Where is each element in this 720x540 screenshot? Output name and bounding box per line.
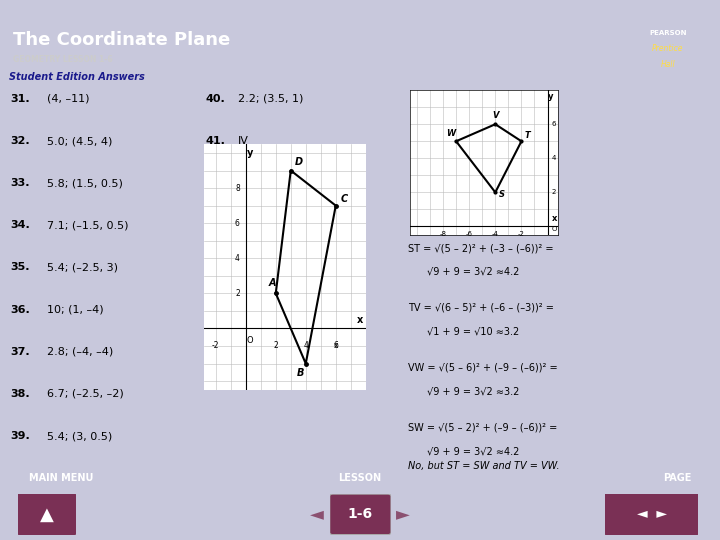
Text: TV = √(6 – 5)² + (–6 – (–3))² =: TV = √(6 – 5)² + (–6 – (–3))² = xyxy=(408,303,554,313)
Text: 5.8; (1.5, 0.5): 5.8; (1.5, 0.5) xyxy=(47,178,122,188)
Text: V: V xyxy=(492,111,499,120)
Text: √1 + 9 = √10 ≈3.2: √1 + 9 = √10 ≈3.2 xyxy=(427,326,519,336)
Text: (4, –11): (4, –11) xyxy=(47,94,89,104)
Text: Hall: Hall xyxy=(660,60,675,69)
Text: 32.: 32. xyxy=(11,136,30,146)
Text: O: O xyxy=(552,226,557,233)
Text: √9 + 9 = 3√2 ≈4.2: √9 + 9 = 3√2 ≈4.2 xyxy=(427,267,519,276)
Text: ▲: ▲ xyxy=(40,505,54,523)
Text: 34.: 34. xyxy=(11,220,30,231)
Text: VW = √(5 – 6)² + (–9 – (–6))² =: VW = √(5 – 6)² + (–9 – (–6))² = xyxy=(408,363,558,373)
Text: 41.: 41. xyxy=(205,136,225,146)
Text: 43.: 43. xyxy=(428,94,448,104)
Text: 33.: 33. xyxy=(11,178,30,188)
Text: -6: -6 xyxy=(466,232,472,238)
Text: 5.0; (4.5, 4): 5.0; (4.5, 4) xyxy=(47,136,112,146)
Text: T: T xyxy=(525,131,531,140)
Text: 31.: 31. xyxy=(11,94,30,104)
Text: C: C xyxy=(341,194,347,204)
Text: PAGE: PAGE xyxy=(663,474,691,483)
Text: ST = √(5 – 2)² + (–3 – (–6))² =: ST = √(5 – 2)² + (–3 – (–6))² = xyxy=(408,243,554,253)
Text: 5.4; (–2.5, 3): 5.4; (–2.5, 3) xyxy=(47,262,118,273)
Text: x: x xyxy=(333,341,338,350)
Text: 38.: 38. xyxy=(11,389,30,399)
Text: No, but ST = SW and TV = VW.: No, but ST = SW and TV = VW. xyxy=(408,462,559,471)
Text: PEARSON: PEARSON xyxy=(649,30,687,36)
Text: -4: -4 xyxy=(492,232,499,238)
Text: 35.: 35. xyxy=(11,262,30,273)
Text: 2: 2 xyxy=(235,289,240,298)
Text: 40.: 40. xyxy=(205,94,225,104)
Text: 6: 6 xyxy=(552,122,556,127)
Text: Student Edition Answers: Student Edition Answers xyxy=(9,72,145,82)
Text: x: x xyxy=(356,315,363,325)
Text: O: O xyxy=(247,336,253,345)
Text: √9 + 9 = 3√2 ≈3.2: √9 + 9 = 3√2 ≈3.2 xyxy=(427,386,519,396)
Text: B: B xyxy=(297,368,304,378)
Text: ►: ► xyxy=(396,505,410,524)
Text: 4: 4 xyxy=(235,254,240,263)
Text: 6: 6 xyxy=(333,341,338,350)
Text: -2: -2 xyxy=(518,232,525,238)
Text: ◄: ◄ xyxy=(310,505,324,524)
Text: GEOMETRY LESSON 1-6: GEOMETRY LESSON 1-6 xyxy=(13,55,112,64)
Text: S: S xyxy=(498,191,505,199)
Text: 42.: 42. xyxy=(205,179,225,189)
Text: MAIN MENU: MAIN MENU xyxy=(29,474,93,483)
Text: 2: 2 xyxy=(274,341,278,350)
Text: √9 + 9 = 3√2 ≈4.2: √9 + 9 = 3√2 ≈4.2 xyxy=(427,446,519,456)
Text: 4: 4 xyxy=(303,341,308,350)
Text: 2.8; (–4, –4): 2.8; (–4, –4) xyxy=(47,347,113,357)
Text: 5.4; (3, 0.5): 5.4; (3, 0.5) xyxy=(47,431,112,441)
FancyBboxPatch shape xyxy=(602,493,701,536)
Text: 10; (1, –4): 10; (1, –4) xyxy=(47,305,104,315)
Text: IV: IV xyxy=(238,136,248,146)
Text: 8: 8 xyxy=(235,184,240,193)
Text: x: x xyxy=(552,214,557,223)
Text: The midpts. Are the
same, (5, 4). The
diagonals bisect each
other.: The midpts. Are the same, (5, 4). The di… xyxy=(205,340,312,389)
Text: 2.2; (3.5, 1): 2.2; (3.5, 1) xyxy=(238,94,303,104)
Text: 6.7; (–2.5, –2): 6.7; (–2.5, –2) xyxy=(47,389,124,399)
Text: y: y xyxy=(547,92,553,100)
Text: 37.: 37. xyxy=(11,347,30,357)
Text: 4: 4 xyxy=(552,156,556,161)
FancyBboxPatch shape xyxy=(17,493,77,536)
Text: The Coordinate Plane: The Coordinate Plane xyxy=(13,31,230,49)
FancyBboxPatch shape xyxy=(330,494,391,535)
Text: 7.1; (–1.5, 0.5): 7.1; (–1.5, 0.5) xyxy=(47,220,128,231)
Text: LESSON: LESSON xyxy=(338,474,382,483)
Text: 6: 6 xyxy=(235,219,240,228)
Text: 39.: 39. xyxy=(11,431,30,441)
Text: 36.: 36. xyxy=(11,305,30,315)
Text: -2: -2 xyxy=(212,341,220,350)
Text: y: y xyxy=(247,148,253,158)
Text: A: A xyxy=(269,278,276,288)
Text: 2: 2 xyxy=(552,190,556,195)
Text: ◄  ►: ◄ ► xyxy=(636,508,667,521)
Text: Prentice: Prentice xyxy=(652,44,683,53)
Text: 1-6: 1-6 xyxy=(348,508,373,521)
Text: W: W xyxy=(446,129,455,138)
Text: D: D xyxy=(295,157,303,167)
Text: -8: -8 xyxy=(439,232,446,238)
Text: SW = √(5 – 2)² + (–9 – (–6))² =: SW = √(5 – 2)² + (–9 – (–6))² = xyxy=(408,423,557,433)
